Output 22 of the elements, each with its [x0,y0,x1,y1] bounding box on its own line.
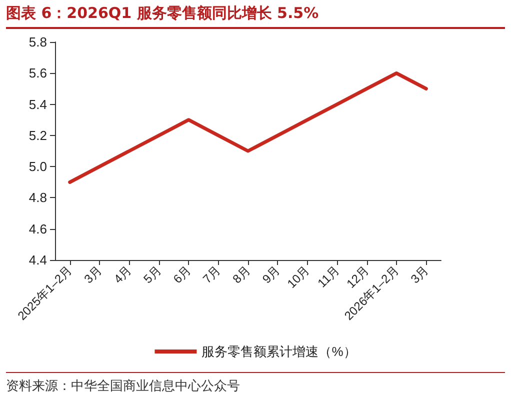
x-tick-label: 5月 [140,263,164,286]
line-series [68,71,428,184]
x-tick-label: 8月 [230,263,253,286]
y-tick-label: 5.4 [28,96,47,112]
y-tick-label: 5.2 [28,128,47,143]
chart-title: 图表 6：2026Q1 服务零售额同比增长 5.5% [6,4,505,29]
x-tick-label: 11月 [314,263,342,290]
y-tick-label: 5.6 [28,66,47,81]
x-tick-label: 9月 [260,263,283,286]
x-tick-label: 3月 [81,263,104,286]
x-tick-label: 7月 [200,263,224,286]
y-tick-label: 5.8 [28,34,47,50]
x-tick-label: 6月 [170,263,194,286]
legend-label: 服务零售额累计增速（%） [202,344,356,359]
y-tick-label: 5.0 [28,159,47,174]
x-tick-label: 4月 [111,263,134,286]
y-tick-label: 4.8 [28,190,47,206]
x-tick-label: 3月 [408,263,432,286]
y-tick-label: 4.4 [28,252,47,268]
x-tick-label: 10月 [284,263,312,291]
y-tick-label: 4.6 [28,221,47,236]
text: 资料来源：中华全国商业信息中心公众号 [6,372,505,395]
